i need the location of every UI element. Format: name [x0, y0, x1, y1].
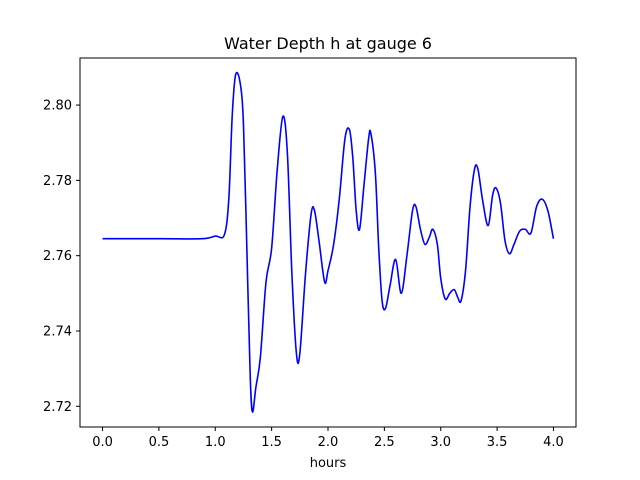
y-axis-ticks: 2.72 2.74 2.76 2.78 2.80	[43, 99, 80, 415]
x-tick-label: 3.0	[430, 435, 451, 450]
x-axis-ticks: 0.0 0.5 1.0 1.5 2.0 2.5 3.0 3.5 4.0	[92, 427, 564, 450]
x-tick-label: 1.5	[261, 435, 282, 450]
x-tick-label: 2.5	[374, 435, 395, 450]
x-tick-label: 3.5	[487, 435, 508, 450]
x-axis-label: hours	[310, 456, 347, 471]
x-tick-label: 2.0	[318, 435, 339, 450]
series-line	[102, 71, 555, 413]
x-tick-label: 1.0	[205, 435, 226, 450]
y-tick-label: 2.76	[43, 249, 72, 264]
y-tick-label: 2.80	[43, 99, 72, 114]
plot-area	[102, 71, 555, 413]
y-tick-label: 2.72	[43, 400, 72, 415]
y-tick-label: 2.74	[43, 324, 72, 339]
chart-title: Water Depth h at gauge 6	[224, 34, 432, 53]
x-tick-label: 4.0	[543, 435, 564, 450]
x-tick-label: 0.0	[92, 435, 113, 450]
y-tick-label: 2.78	[43, 174, 72, 189]
x-tick-label: 0.5	[149, 435, 170, 450]
